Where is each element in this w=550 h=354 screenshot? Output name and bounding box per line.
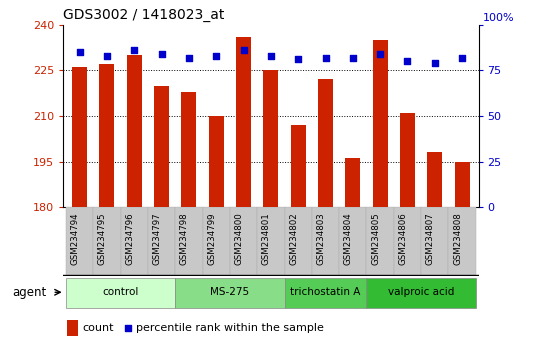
Text: GSM234797: GSM234797 xyxy=(152,213,162,265)
Bar xyxy=(66,278,175,308)
Point xyxy=(239,47,248,53)
Bar xyxy=(291,125,306,207)
Text: GSM234800: GSM234800 xyxy=(234,213,244,266)
Bar xyxy=(366,278,476,308)
Point xyxy=(102,53,111,59)
Bar xyxy=(448,207,476,276)
Bar xyxy=(318,79,333,207)
Text: GSM234803: GSM234803 xyxy=(316,213,326,266)
Bar xyxy=(339,207,366,276)
Bar xyxy=(284,207,312,276)
Text: GSM234799: GSM234799 xyxy=(207,213,216,265)
Point xyxy=(376,51,384,57)
Bar xyxy=(94,207,120,276)
Text: GSM234801: GSM234801 xyxy=(262,213,271,266)
Text: GSM234806: GSM234806 xyxy=(398,213,408,266)
Bar xyxy=(66,207,94,276)
Text: GSM234796: GSM234796 xyxy=(125,213,134,265)
Point xyxy=(349,55,358,61)
Bar xyxy=(257,207,284,276)
Bar xyxy=(68,320,78,336)
Bar xyxy=(284,278,366,308)
Bar xyxy=(126,55,142,207)
Bar xyxy=(394,207,421,276)
Bar xyxy=(236,37,251,207)
Bar xyxy=(175,278,284,308)
Bar xyxy=(154,86,169,207)
Bar xyxy=(230,207,257,276)
Bar xyxy=(120,207,148,276)
Bar xyxy=(208,116,224,207)
Text: MS-275: MS-275 xyxy=(210,287,250,297)
Bar xyxy=(366,207,394,276)
Point xyxy=(212,53,221,59)
Point xyxy=(75,49,84,55)
Bar xyxy=(202,207,230,276)
Text: GSM234802: GSM234802 xyxy=(289,213,298,266)
Point xyxy=(266,53,275,59)
Bar xyxy=(373,40,388,207)
Text: GSM234794: GSM234794 xyxy=(70,213,80,265)
Bar xyxy=(421,207,448,276)
Text: percentile rank within the sample: percentile rank within the sample xyxy=(136,323,324,333)
Text: GSM234808: GSM234808 xyxy=(453,213,462,266)
Point xyxy=(431,60,439,66)
Text: GSM234798: GSM234798 xyxy=(180,213,189,265)
Point xyxy=(403,58,412,64)
Text: 100%: 100% xyxy=(483,13,514,23)
Bar xyxy=(148,207,175,276)
Point xyxy=(294,57,302,62)
Bar xyxy=(263,70,278,207)
Bar xyxy=(72,67,87,207)
Text: valproic acid: valproic acid xyxy=(388,287,454,297)
Bar xyxy=(455,161,470,207)
Text: control: control xyxy=(102,287,139,297)
Bar xyxy=(175,207,202,276)
Text: GSM234795: GSM234795 xyxy=(98,213,107,265)
Point xyxy=(157,51,166,57)
Text: trichostatin A: trichostatin A xyxy=(290,287,361,297)
Text: count: count xyxy=(82,323,113,333)
Bar xyxy=(400,113,415,207)
Text: agent: agent xyxy=(13,286,47,299)
Text: GSM234805: GSM234805 xyxy=(371,213,380,266)
Text: GSM234804: GSM234804 xyxy=(344,213,353,266)
Bar xyxy=(100,64,114,207)
Point xyxy=(458,55,466,61)
Point xyxy=(184,55,193,61)
Point xyxy=(321,55,330,61)
Bar xyxy=(345,159,360,207)
Point xyxy=(130,47,139,53)
Bar xyxy=(182,92,196,207)
Bar xyxy=(312,207,339,276)
Bar xyxy=(427,152,442,207)
Text: GSM234807: GSM234807 xyxy=(426,213,435,266)
Text: GDS3002 / 1418023_at: GDS3002 / 1418023_at xyxy=(63,8,224,22)
Point xyxy=(123,325,132,331)
